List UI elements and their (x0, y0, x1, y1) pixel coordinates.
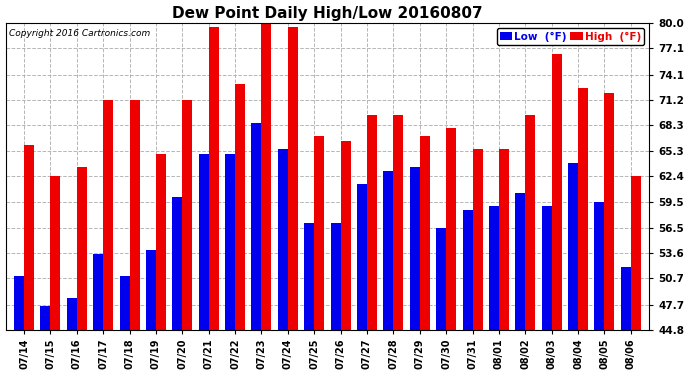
Bar (278, 150, 288, 330)
Bar (462, 210, 473, 330)
Bar (331, 224, 341, 330)
Bar (50, 176, 61, 330)
Bar (24, 145, 34, 330)
Bar (631, 176, 641, 330)
Bar (473, 150, 482, 330)
Bar (568, 162, 578, 330)
Bar (578, 88, 588, 330)
Bar (93, 254, 104, 330)
Bar (420, 136, 430, 330)
Bar (552, 54, 562, 330)
Bar (208, 27, 219, 330)
Bar (304, 224, 314, 330)
Bar (172, 197, 182, 330)
Bar (384, 171, 393, 330)
Bar (410, 167, 420, 330)
Bar (104, 100, 113, 330)
Bar (489, 206, 499, 330)
Bar (119, 276, 130, 330)
Bar (542, 206, 552, 330)
Text: Copyright 2016 Cartronics.com: Copyright 2016 Cartronics.com (9, 29, 150, 38)
Bar (357, 184, 367, 330)
Bar (156, 154, 166, 330)
Bar (182, 100, 193, 330)
Bar (262, 23, 271, 330)
Bar (499, 150, 509, 330)
Bar (235, 84, 245, 330)
Bar (604, 93, 615, 330)
Bar (436, 228, 446, 330)
Bar (77, 167, 87, 330)
Bar (199, 154, 208, 330)
Bar (525, 115, 535, 330)
Bar (314, 136, 324, 330)
Title: Dew Point Daily High/Low 20160807: Dew Point Daily High/Low 20160807 (172, 6, 483, 21)
Bar (67, 297, 77, 330)
Bar (515, 193, 525, 330)
Bar (130, 100, 139, 330)
Bar (251, 123, 262, 330)
Bar (288, 27, 298, 330)
Bar (621, 267, 631, 330)
Legend: Low  (°F), High  (°F): Low (°F), High (°F) (497, 28, 644, 45)
Bar (146, 250, 156, 330)
Bar (367, 115, 377, 330)
Bar (41, 306, 50, 330)
Bar (14, 276, 24, 330)
Bar (393, 115, 404, 330)
Bar (225, 154, 235, 330)
Bar (341, 141, 351, 330)
Bar (594, 202, 604, 330)
Bar (446, 128, 456, 330)
